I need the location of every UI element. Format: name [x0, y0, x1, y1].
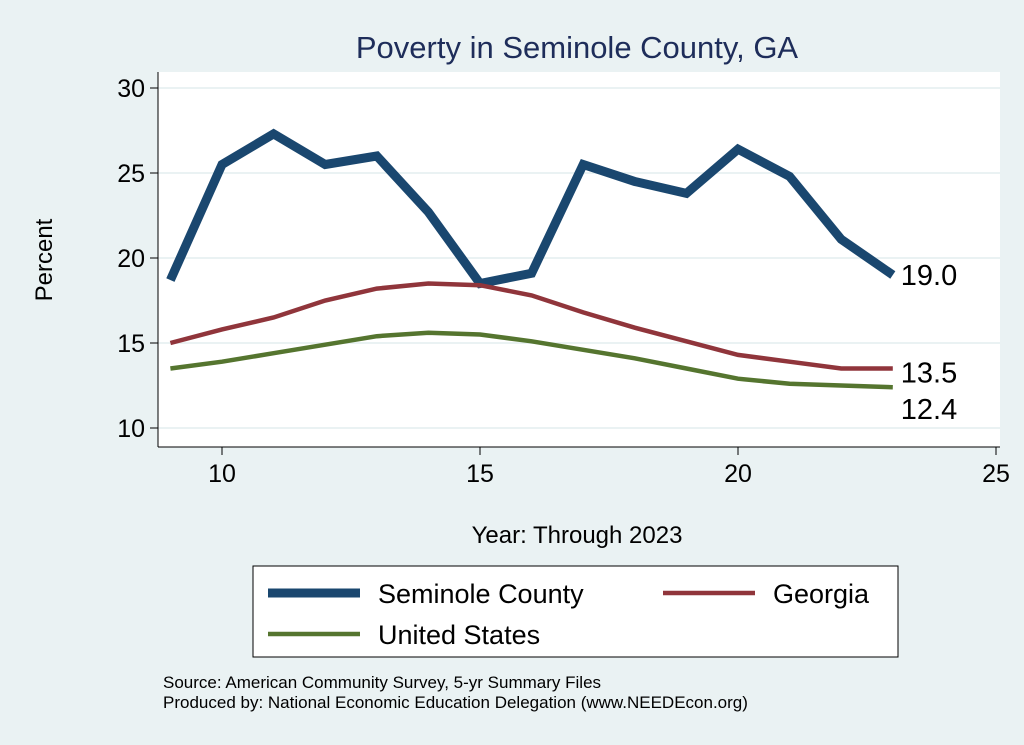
y-tick-label: 15 — [117, 330, 145, 358]
y-tick-label: 10 — [117, 415, 145, 443]
series-line-georgia — [169, 281, 893, 371]
end-value-label: 13.5 — [901, 358, 957, 390]
x-tick-label: 10 — [208, 460, 236, 488]
x-tick-label: 15 — [466, 460, 494, 488]
end-value-label: 12.4 — [901, 394, 957, 426]
legend-label: Seminole County — [378, 579, 584, 609]
y-tick-label: 30 — [117, 75, 145, 103]
producer-note: Produced by: National Economic Education… — [163, 693, 748, 712]
legend-label: United States — [378, 620, 540, 650]
series-line-seminole-county — [166, 128, 896, 289]
chart-title: Poverty in Seminole County, GA — [356, 30, 799, 65]
end-value-label: 19.0 — [901, 260, 957, 292]
y-tick-label: 25 — [117, 160, 145, 188]
y-tick-label: 20 — [117, 245, 145, 273]
x-tick-label: 25 — [982, 460, 1010, 488]
legend-label: Georgia — [773, 579, 870, 609]
x-tick-label: 20 — [724, 460, 752, 488]
y-axis-label: Percent — [31, 218, 58, 301]
legend — [252, 565, 899, 658]
series-line-united-states — [170, 330, 893, 390]
x-axis-label: Year: Through 2023 — [472, 522, 683, 549]
source-note: Source: American Community Survey, 5-yr … — [163, 673, 601, 692]
